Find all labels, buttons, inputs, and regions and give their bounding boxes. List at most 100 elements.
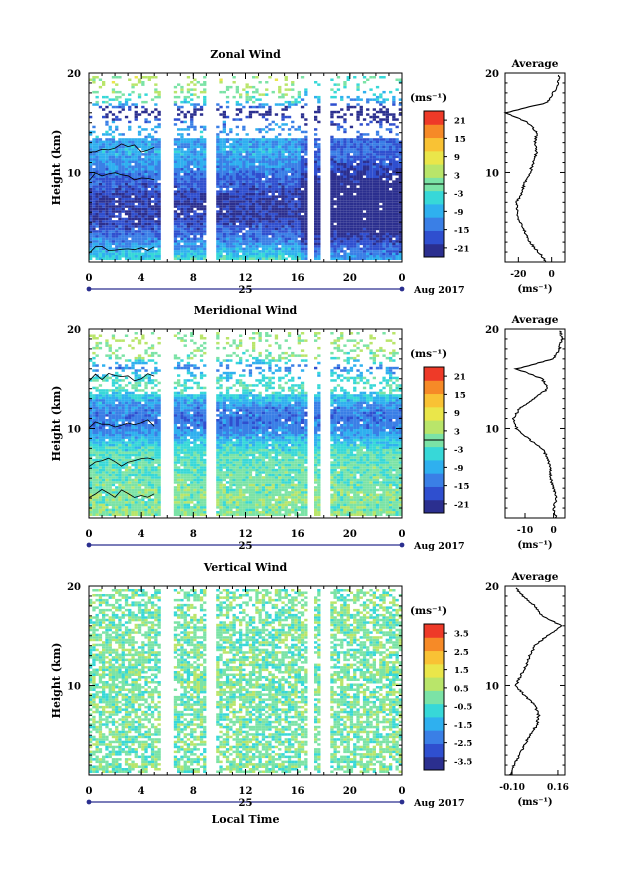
heatmap-cell bbox=[154, 245, 158, 248]
heatmap-cell bbox=[203, 182, 207, 186]
heatmap-cell bbox=[92, 426, 96, 429]
heatmap-cell bbox=[297, 90, 301, 94]
heatmap-cell bbox=[343, 170, 347, 173]
heatmap-cell bbox=[239, 207, 243, 211]
heatmap-cell bbox=[147, 242, 151, 246]
heatmap-cell bbox=[186, 202, 191, 206]
heatmap-cell bbox=[95, 394, 99, 397]
heatmap-cell bbox=[389, 255, 393, 258]
profile-y-tick-label: 20 bbox=[485, 69, 499, 80]
heatmap-cell bbox=[111, 98, 116, 101]
heatmap-cell bbox=[314, 128, 318, 131]
heatmap-cell bbox=[291, 197, 295, 201]
heatmap-cell bbox=[115, 153, 119, 156]
heatmap-cell bbox=[95, 145, 99, 149]
heatmap-cell bbox=[108, 133, 112, 136]
heatmap-cell bbox=[346, 165, 350, 168]
heatmap-cell bbox=[300, 175, 305, 178]
heatmap-cell bbox=[343, 182, 347, 186]
heatmap-cell bbox=[154, 210, 158, 213]
heatmap-cell bbox=[190, 113, 194, 116]
heatmap-cell bbox=[297, 222, 301, 226]
heatmap-cell bbox=[300, 200, 305, 203]
heatmap-cell bbox=[193, 235, 197, 238]
heatmap-cell bbox=[128, 138, 132, 141]
heatmap-cell bbox=[196, 145, 200, 149]
heatmap-cell bbox=[297, 163, 301, 166]
heatmap-cell bbox=[274, 145, 279, 149]
heatmap-cell bbox=[124, 210, 129, 213]
heatmap-cell bbox=[137, 237, 142, 241]
heatmap-cell bbox=[330, 153, 334, 156]
heatmap-cell bbox=[147, 158, 151, 161]
heatmap-cell bbox=[137, 81, 142, 84]
heatmap-cell bbox=[346, 210, 350, 213]
heatmap-cell bbox=[314, 212, 318, 216]
heatmap-cell bbox=[190, 148, 194, 151]
heatmap-cell bbox=[353, 230, 357, 233]
heatmap-cell bbox=[242, 125, 246, 129]
heatmap-cell bbox=[203, 140, 207, 144]
heatmap-cell bbox=[281, 175, 285, 178]
heatmap-cell bbox=[196, 150, 200, 154]
heatmap-cell bbox=[300, 242, 305, 246]
heatmap-cell bbox=[258, 225, 262, 228]
heatmap-cell bbox=[203, 125, 207, 129]
heatmap-cell bbox=[395, 215, 399, 218]
heatmap-cell bbox=[177, 242, 181, 246]
heatmap-cell bbox=[235, 100, 239, 104]
heatmap-cell bbox=[245, 155, 249, 159]
heatmap-cell bbox=[349, 187, 354, 191]
heatmap-cell bbox=[333, 215, 337, 218]
heatmap-cell bbox=[333, 230, 337, 233]
heatmap-cell bbox=[333, 235, 337, 238]
heatmap-cell bbox=[92, 212, 96, 216]
heatmap-cell bbox=[284, 227, 288, 231]
heatmap-cell bbox=[95, 498, 99, 502]
heatmap-cell bbox=[196, 195, 200, 198]
heatmap-cell bbox=[248, 207, 253, 211]
heatmap-cell bbox=[333, 247, 337, 251]
heatmap-cell bbox=[147, 143, 151, 146]
heatmap-cell bbox=[98, 232, 103, 236]
heatmap-cell bbox=[271, 140, 275, 144]
contour-line bbox=[88, 143, 155, 153]
heatmap-cell bbox=[375, 153, 380, 156]
heatmap-cell bbox=[346, 140, 350, 144]
heatmap-cell bbox=[183, 197, 187, 201]
heatmap-cell bbox=[199, 247, 204, 251]
heatmap-cell bbox=[118, 155, 122, 159]
heatmap-cell bbox=[229, 153, 233, 156]
heatmap-cell bbox=[225, 245, 230, 248]
heatmap-cell bbox=[89, 396, 93, 400]
heatmap-cell bbox=[261, 237, 266, 241]
heatmap-cell bbox=[144, 108, 148, 111]
heatmap-cell bbox=[265, 230, 269, 233]
heatmap-cell bbox=[115, 125, 119, 129]
heatmap-cell bbox=[369, 170, 373, 173]
heatmap-cell bbox=[343, 222, 347, 226]
heatmap-cell bbox=[284, 123, 288, 126]
heatmap-cell bbox=[395, 148, 399, 151]
heatmap-cell bbox=[222, 140, 226, 144]
heatmap-cell bbox=[359, 247, 363, 251]
heatmap-cell bbox=[105, 185, 109, 188]
heatmap-cell bbox=[389, 225, 393, 228]
heatmap-cell bbox=[115, 242, 119, 246]
heatmap-cell bbox=[356, 222, 360, 226]
heatmap-cell bbox=[118, 220, 122, 223]
heatmap-cell bbox=[239, 163, 243, 166]
heatmap-cell bbox=[375, 235, 380, 238]
heatmap-cell bbox=[359, 255, 363, 258]
heatmap-cell bbox=[336, 125, 341, 129]
heatmap-cell bbox=[128, 160, 132, 163]
heatmap-cell bbox=[274, 113, 279, 116]
heatmap-cell bbox=[343, 200, 347, 203]
heatmap-cell bbox=[190, 237, 194, 241]
heatmap-cell bbox=[229, 150, 233, 154]
heatmap-cell bbox=[385, 232, 389, 236]
heatmap-cell bbox=[359, 240, 363, 243]
heatmap-cell bbox=[362, 148, 367, 151]
heatmap-cell bbox=[369, 250, 373, 253]
heatmap-cell bbox=[115, 230, 119, 233]
